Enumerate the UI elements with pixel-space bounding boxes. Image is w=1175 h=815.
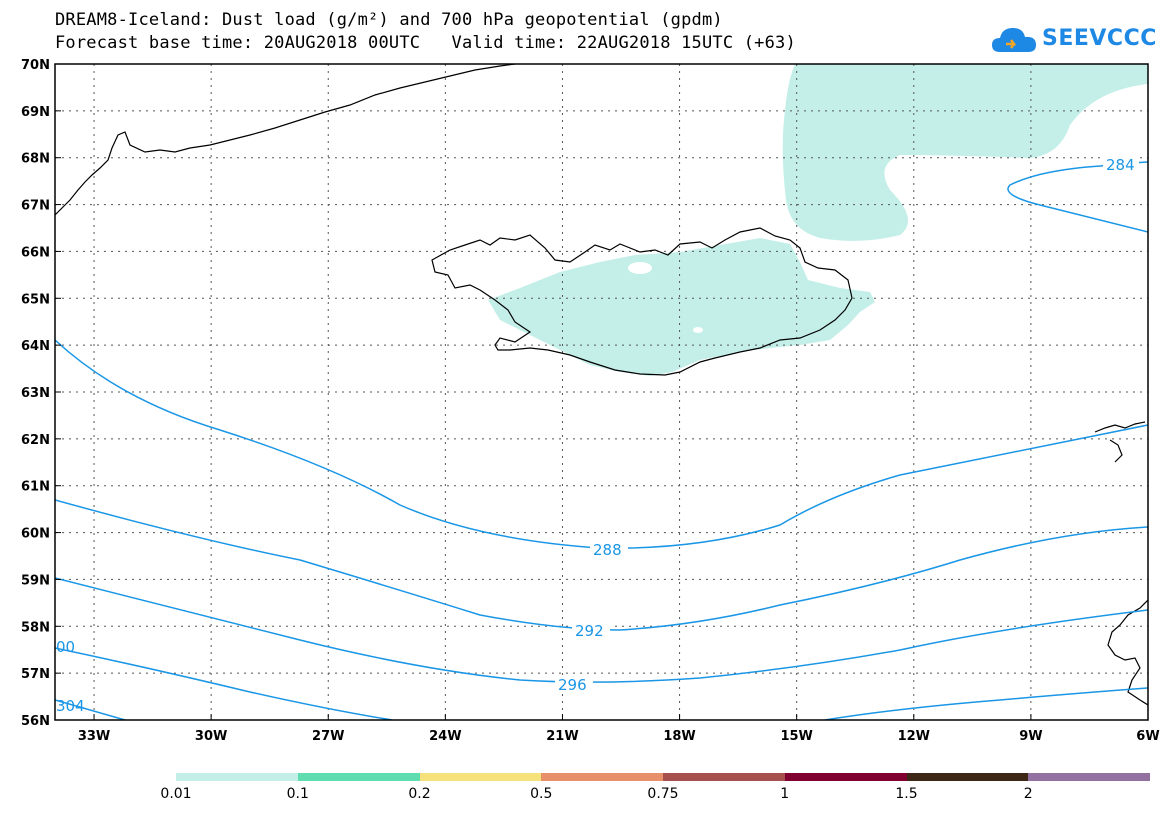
lon-label: 33W <box>78 729 110 744</box>
lon-label: 30W <box>195 729 227 744</box>
dust-gap <box>693 327 703 333</box>
lat-label: 60N <box>21 527 50 542</box>
lon-label: 21W <box>546 729 578 744</box>
cloud-icon <box>992 28 1036 52</box>
lat-label: 65N <box>21 292 50 307</box>
lat-label: 64N <box>21 339 50 354</box>
colorbar-segment <box>906 773 1029 781</box>
lat-label: 67N <box>21 199 50 214</box>
colorbar-segment <box>176 773 298 781</box>
logo-text: SEEVCCC <box>1042 26 1157 51</box>
contour-label-304: 304 <box>56 697 85 715</box>
contour-label-296: 296 <box>558 676 587 694</box>
lat-label: 62N <box>21 433 50 448</box>
dust-area-northeast <box>782 64 1148 241</box>
lat-label: 58N <box>21 620 50 635</box>
greenland-coastline <box>55 64 516 216</box>
contour-label-288: 288 <box>593 541 622 559</box>
lat-label: 69N <box>21 105 50 120</box>
contour-288 <box>55 339 1148 549</box>
contour-300-east <box>824 687 1148 720</box>
colorbar-segment <box>541 773 663 781</box>
colorbar-label: 1.5 <box>895 786 918 802</box>
map-subtitle: Forecast base time: 20AUG2018 00UTC Vali… <box>55 33 796 53</box>
contour-292 <box>55 499 1148 631</box>
lat-label: 59N <box>21 573 50 588</box>
lat-label: 61N <box>21 480 50 495</box>
contour-296 <box>55 577 1148 683</box>
colorbar-label: 0.75 <box>647 786 679 802</box>
colorbar-segment <box>297 773 420 781</box>
lat-label: 66N <box>21 245 50 260</box>
colorbar <box>176 773 1150 781</box>
lat-label: 70N <box>21 58 50 73</box>
colorbar-label: 1 <box>780 786 790 802</box>
faroe-coastline <box>1094 421 1146 463</box>
colorbar-label: 2 <box>1023 786 1033 802</box>
lat-label: 57N <box>21 667 50 682</box>
dust-gap <box>628 262 652 274</box>
contour-304 <box>55 699 126 720</box>
contour-label-284: 284 <box>1106 156 1135 174</box>
lon-label: 15W <box>780 729 812 744</box>
contour-300 <box>55 647 393 720</box>
contour-label-300: 00 <box>56 638 75 656</box>
lon-label: 18W <box>663 729 695 744</box>
dust-area-iceland <box>488 238 875 376</box>
colorbar-label: 0.01 <box>160 786 192 802</box>
lon-label: 12W <box>898 729 930 744</box>
iceland-coastline <box>431 227 853 376</box>
colorbar-segment <box>1028 773 1150 781</box>
seevccc-logo: SEEVCCC <box>990 22 1156 58</box>
lat-label: 56N <box>21 714 50 729</box>
lon-label: 9W <box>1019 729 1042 744</box>
colorbar-label: 0.2 <box>408 786 431 802</box>
lon-label: 6W <box>1136 729 1159 744</box>
colorbar-segment <box>419 773 542 781</box>
contour-label-292: 292 <box>575 622 604 640</box>
lon-label: 24W <box>429 729 461 744</box>
lon-label: 27W <box>312 729 344 744</box>
colorbar-segment <box>663 773 785 781</box>
colorbar-label: 0.1 <box>286 786 309 802</box>
lat-label: 63N <box>21 386 50 401</box>
colorbar-label: 0.5 <box>530 786 553 802</box>
lat-label: 68N <box>21 152 50 167</box>
map-title: DREAM8-Iceland: Dust load (g/m²) and 700… <box>55 10 723 30</box>
colorbar-segment <box>784 773 907 781</box>
